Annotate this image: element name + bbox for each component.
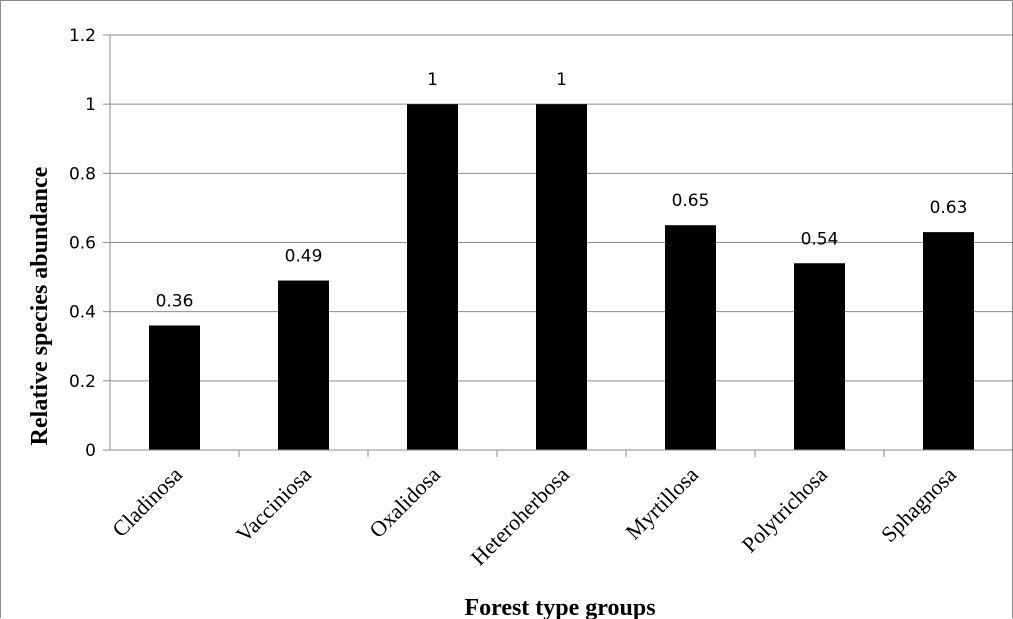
bar bbox=[665, 225, 716, 450]
y-tick-label: 1.2 bbox=[69, 26, 96, 46]
y-axis-title: Relative species abundance bbox=[27, 166, 53, 445]
data-label: 0.54 bbox=[801, 229, 839, 249]
category-label: Sphagnosa bbox=[876, 462, 961, 547]
category-label: Myrtillosa bbox=[621, 462, 704, 545]
data-label: 0.63 bbox=[930, 198, 968, 218]
category-label: Heteroherbosa bbox=[466, 462, 575, 571]
data-label: 1 bbox=[556, 70, 567, 90]
y-tick-label: 0.8 bbox=[69, 164, 96, 184]
bar bbox=[536, 104, 587, 451]
category-label: Cladinosa bbox=[107, 462, 187, 542]
y-tick-label: 0.2 bbox=[69, 372, 96, 392]
data-labels: 0.36 0.49 1 1 0.65 0.54 0.63 bbox=[156, 70, 968, 311]
x-axis-title: Forest type groups bbox=[464, 595, 655, 619]
bar bbox=[794, 263, 845, 450]
category-label: Vacciniosa bbox=[231, 462, 316, 547]
bar bbox=[407, 104, 458, 451]
data-label: 0.65 bbox=[672, 191, 710, 211]
y-tick-label: 0.6 bbox=[69, 234, 96, 254]
category-label: Oxalidosa bbox=[364, 462, 445, 543]
data-label: 0.49 bbox=[285, 247, 323, 267]
y-tick-label: 0.4 bbox=[69, 303, 96, 323]
bar bbox=[923, 232, 974, 450]
bar bbox=[149, 325, 200, 450]
category-labels: Cladinosa Vacciniosa Oxalidosa Heteroherbos… bbox=[107, 462, 961, 571]
y-tick-label: 0 bbox=[85, 441, 96, 461]
category-label: Polytrichosa bbox=[737, 462, 833, 558]
data-label: 0.36 bbox=[156, 292, 194, 312]
y-tick-labels: 0 0.2 0.4 0.6 0.8 1 1.2 bbox=[69, 26, 96, 461]
bars bbox=[149, 104, 974, 451]
bar bbox=[278, 280, 329, 450]
data-label: 1 bbox=[427, 70, 438, 90]
y-tick-label: 1 bbox=[85, 95, 96, 115]
x-axis bbox=[110, 449, 1013, 457]
